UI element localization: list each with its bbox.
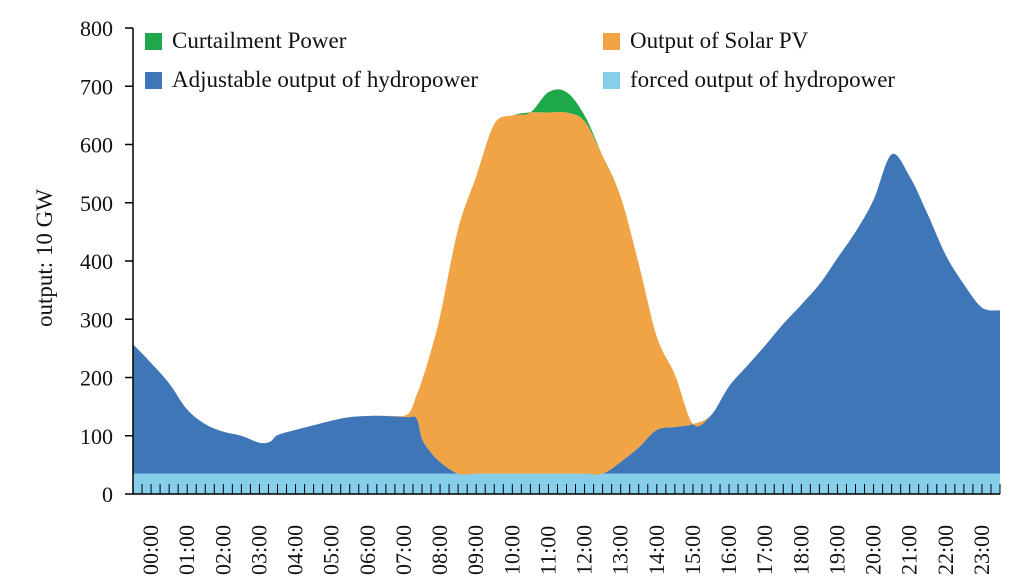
minor-tick-layer xyxy=(132,484,1001,494)
y-tick-label: 100 xyxy=(80,424,113,449)
x-tick-label: 00:00 xyxy=(138,525,163,575)
legend-swatch xyxy=(603,72,620,89)
x-tick-label: 05:00 xyxy=(319,525,344,575)
x-tick-label: 01:00 xyxy=(174,525,199,575)
y-tick-label: 300 xyxy=(80,307,113,332)
y-tick-label: 500 xyxy=(80,191,113,216)
x-tick-label: 15:00 xyxy=(680,525,705,575)
y-axis-title: output: 10 GW xyxy=(32,189,57,327)
x-tick-label: 11:00 xyxy=(535,526,560,575)
legend-swatch xyxy=(145,33,162,50)
x-tick-label: 13:00 xyxy=(608,525,633,575)
x-tick-label: 03:00 xyxy=(246,525,271,575)
y-tick-label: 0 xyxy=(102,482,113,507)
x-tick-label: 19:00 xyxy=(824,525,849,575)
area-adjustable-output-of-hydropower xyxy=(133,153,1000,475)
x-tick-label: 17:00 xyxy=(752,525,777,575)
x-tick-label: 18:00 xyxy=(788,525,813,575)
x-tick-label: 08:00 xyxy=(427,525,452,575)
x-tick-label: 09:00 xyxy=(463,525,488,575)
y-tick-label: 200 xyxy=(80,366,113,391)
x-tick-label: 20:00 xyxy=(861,525,886,575)
area-layer xyxy=(133,89,1000,494)
legend-swatch xyxy=(145,72,162,89)
y-tick-layer: 0 100 200 300 400 500 600 700 800 xyxy=(80,16,133,507)
legend-swatch xyxy=(603,33,620,50)
x-tick-layer: 00:00 01:00 02:00 03:00 04:00 05:00 06:00 07:00… xyxy=(138,525,994,575)
y-tick-label: 700 xyxy=(80,74,113,99)
x-tick-label: 21:00 xyxy=(897,525,922,575)
legend-label: Adjustable output of hydropower xyxy=(172,67,478,92)
area-output-of-solar-pv xyxy=(133,111,1000,475)
x-tick-label: 04:00 xyxy=(283,525,308,575)
x-tick-label: 10:00 xyxy=(499,525,524,575)
x-tick-label: 02:00 xyxy=(210,525,235,575)
x-tick-label: 14:00 xyxy=(644,525,669,575)
x-tick-label: 06:00 xyxy=(355,525,380,575)
y-tick-label: 800 xyxy=(80,16,113,41)
legend-label: Output of Solar PV xyxy=(630,28,809,53)
x-tick-label: 16:00 xyxy=(716,525,741,575)
y-tick-label: 400 xyxy=(80,249,113,274)
legend-label: forced output of hydropower xyxy=(630,67,895,92)
x-tick-label: 12:00 xyxy=(572,525,597,575)
x-tick-label: 22:00 xyxy=(933,525,958,575)
legend-label: Curtailment Power xyxy=(172,28,347,53)
x-tick-label: 07:00 xyxy=(391,525,416,575)
y-tick-label: 600 xyxy=(80,133,113,158)
x-tick-label: 23:00 xyxy=(969,525,994,575)
legend: Curtailment Power Output of Solar PV Adjus… xyxy=(145,28,895,92)
